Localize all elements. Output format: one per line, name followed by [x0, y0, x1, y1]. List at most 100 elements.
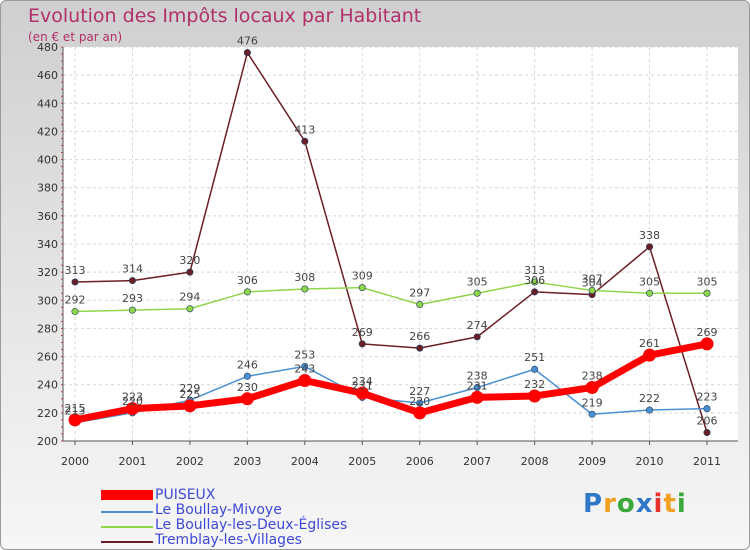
y-tick-label: 220: [37, 407, 58, 420]
logo-letter: r: [603, 489, 617, 519]
logo-letter: i: [676, 489, 687, 519]
data-point-le-boullay-les-deux-eglises: [358, 284, 366, 292]
data-point-le-boullay-mivoye: [703, 405, 711, 413]
data-point-le-boullay-les-deux-eglises: [243, 288, 251, 296]
y-tick-label: 400: [37, 154, 58, 167]
x-tick-label: 2008: [521, 455, 549, 468]
data-label-tremblay-les-villages: 274: [467, 319, 488, 332]
data-point-tremblay-les-villages: [646, 243, 654, 251]
data-label-tremblay-les-villages: 476: [237, 35, 258, 48]
y-tick-label: 200: [37, 435, 58, 448]
data-label-le-boullay-les-deux-eglises: 292: [65, 294, 86, 307]
data-label-le-boullay-mivoye: 231: [352, 379, 373, 392]
data-label-tremblay-les-villages: 320: [179, 254, 200, 267]
data-label-tremblay-les-villages: 313: [65, 264, 86, 277]
data-point-tremblay-les-villages: [416, 344, 424, 352]
chart-title: Evolution des Impôts locaux par Habitant: [28, 5, 422, 27]
x-tick-label: 2001: [118, 455, 146, 468]
data-point-puiseux: [183, 399, 197, 413]
data-point-puiseux: [298, 373, 312, 387]
data-point-tremblay-les-villages: [473, 333, 481, 341]
series-line-puiseux: [71, 340, 711, 424]
legend-label-le-boullay-mivoye: Le Boullay-Mivoye: [155, 502, 282, 518]
data-label-tremblay-les-villages: 266: [409, 330, 430, 343]
data-point-tremblay-les-villages: [186, 268, 194, 276]
data-point-le-boullay-les-deux-eglises: [416, 301, 424, 309]
data-label-puiseux: 234: [352, 375, 373, 388]
data-label-puiseux: 269: [697, 326, 718, 339]
x-tick-label: 2007: [463, 455, 491, 468]
data-label-puiseux: 230: [237, 381, 258, 394]
x-tick-label: 2009: [578, 455, 606, 468]
data-point-puiseux: [68, 413, 82, 427]
proxiti-logo: Proxiti: [583, 489, 687, 519]
data-point-le-boullay-les-deux-eglises: [703, 289, 711, 297]
data-label-tremblay-les-villages: 314: [122, 263, 143, 276]
data-point-puiseux: [240, 392, 254, 406]
data-label-le-boullay-les-deux-eglises: 305: [697, 275, 718, 288]
data-label-le-boullay-mivoye: 222: [639, 392, 660, 405]
legend-label-tremblay-les-villages: Tremblay-les-Villages: [155, 532, 302, 548]
x-tick-label: 2011: [693, 455, 721, 468]
data-point-tremblay-les-villages: [128, 277, 136, 285]
data-point-le-boullay-les-deux-eglises: [588, 286, 596, 294]
data-point-tremblay-les-villages: [243, 49, 251, 57]
legend-swatch-le-boullay-les-deux-eglises: [101, 526, 153, 528]
data-point-tremblay-les-villages: [703, 429, 711, 437]
data-label-le-boullay-les-deux-eglises: 309: [352, 270, 373, 283]
data-label-le-boullay-mivoye: 246: [237, 358, 258, 371]
y-tick-label: 460: [37, 69, 58, 82]
data-point-tremblay-les-villages: [71, 278, 79, 286]
logo-letter: P: [583, 489, 604, 519]
chart-subtitle: (en € et par an): [28, 30, 123, 44]
y-tick-label: 420: [37, 125, 58, 138]
data-label-tremblay-les-villages: 304: [582, 277, 603, 290]
data-label-tremblay-les-villages: 338: [639, 229, 660, 242]
data-label-le-boullay-mivoye: 253: [294, 348, 315, 361]
y-tick-label: 380: [37, 182, 58, 195]
data-label-le-boullay-mivoye: 223: [697, 391, 718, 404]
data-point-le-boullay-les-deux-eglises: [186, 305, 194, 313]
data-label-le-boullay-les-deux-eglises: 307: [582, 272, 603, 285]
data-label-le-boullay-mivoye: 220: [122, 395, 143, 408]
data-label-le-boullay-les-deux-eglises: 306: [237, 274, 258, 287]
data-label-le-boullay-les-deux-eglises: 294: [179, 291, 200, 304]
data-point-le-boullay-mivoye: [301, 362, 309, 370]
data-point-le-boullay-les-deux-eglises: [646, 289, 654, 297]
x-tick-label: 2010: [636, 455, 664, 468]
data-point-le-boullay-mivoye: [531, 365, 539, 373]
y-tick-label: 240: [37, 379, 58, 392]
data-label-puiseux: 232: [524, 378, 545, 391]
legend-label-le-boullay-les-deux-eglises: Le Boullay-les-Deux-Églises: [155, 517, 348, 533]
data-label-tremblay-les-villages: 306: [524, 274, 545, 287]
x-tick-label: 2004: [291, 455, 319, 468]
logo-letter: o: [616, 489, 636, 519]
logo-letter: i: [653, 489, 664, 519]
data-point-le-boullay-les-deux-eglises: [128, 306, 136, 314]
y-tick-label: 260: [37, 351, 58, 364]
data-point-le-boullay-mivoye: [243, 372, 251, 380]
data-point-le-boullay-les-deux-eglises: [531, 278, 539, 286]
data-label-tremblay-les-villages: 269: [352, 326, 373, 339]
data-label-le-boullay-les-deux-eglises: 308: [294, 271, 315, 284]
data-point-puiseux: [643, 348, 657, 362]
series-line-le-boullay-les-deux-eglises: [74, 281, 708, 313]
x-tick-label: 2005: [348, 455, 376, 468]
data-point-puiseux: [470, 390, 484, 404]
data-label-le-boullay-mivoye: 227: [409, 385, 430, 398]
x-tick-label: 2000: [61, 455, 89, 468]
data-point-le-boullay-mivoye: [473, 384, 481, 392]
data-label-tremblay-les-villages: 206: [697, 415, 718, 428]
data-label-le-boullay-mivoye: 238: [467, 370, 488, 383]
data-point-le-boullay-mivoye: [588, 410, 596, 418]
legend-swatch-le-boullay-mivoye: [101, 511, 153, 513]
data-point-le-boullay-mivoye: [416, 399, 424, 407]
data-label-puiseux: 225: [179, 388, 200, 401]
y-tick-label: 300: [37, 294, 58, 307]
data-point-tremblay-les-villages: [358, 340, 366, 348]
data-point-tremblay-les-villages: [301, 137, 309, 145]
data-label-puiseux: 243: [294, 362, 315, 375]
data-label-puiseux: 238: [582, 370, 603, 383]
